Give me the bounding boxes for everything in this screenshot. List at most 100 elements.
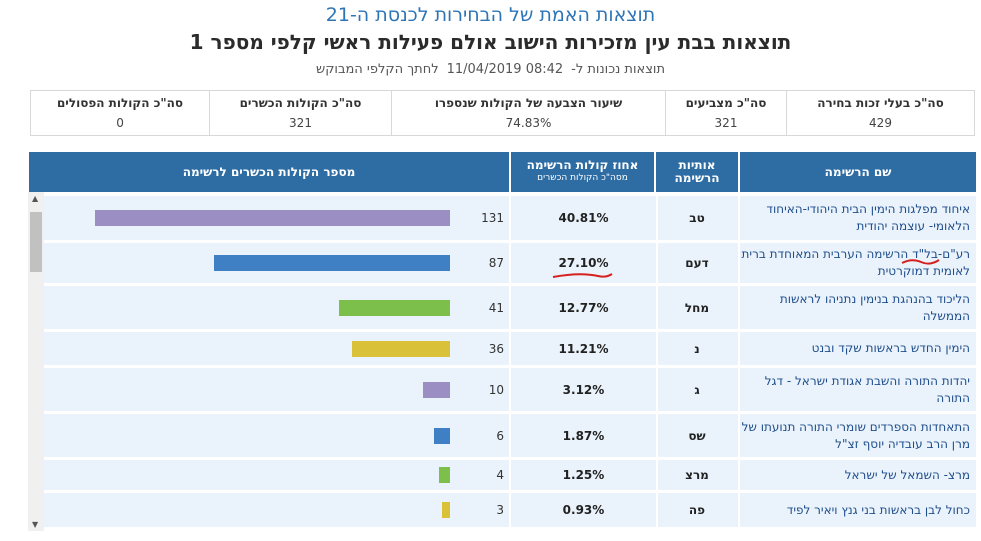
party-name[interactable]: איחוד מפלגות הימין הבית היהודי-האיחוד הל… — [766, 202, 970, 233]
column-divider — [656, 414, 658, 457]
party-letters: מרצ — [685, 468, 709, 482]
column-divider — [656, 332, 658, 365]
vote-count: 41 — [488, 300, 504, 315]
update-info: תוצאות נכונות ל- 08:42 11/04/2019 לחתך הקל… — [0, 62, 981, 77]
column-divider — [656, 243, 658, 283]
col-header-letters-line1: אותיות — [678, 158, 716, 172]
vote-bar — [339, 299, 450, 316]
summary-value: 74.83% — [505, 116, 552, 130]
col-header-percent: אחוז קולות הרשימה מסה"כ הקולות הכשרים — [509, 152, 654, 192]
table-row[interactable]: הימין החדש בראשות שקד ובנט נ 11.21% 36 — [44, 332, 976, 365]
column-divider — [656, 368, 658, 411]
party-letters: נ — [694, 341, 700, 356]
party-name[interactable]: יהדות התורה והשבת אגודת ישראל - דגל התור… — [764, 373, 970, 405]
col-header-chart: מספר הקולות הכשרים לרשימה — [28, 152, 509, 192]
party-name[interactable]: הימין החדש בראשות שקד ובנט — [811, 341, 970, 355]
party-name[interactable]: הליכוד בהנהגת בנימין נתניהו לראשות הממשל… — [779, 291, 970, 323]
col-header-letters-line2: הרשימה — [674, 171, 720, 185]
col-header-letters: אותיות הרשימה — [654, 152, 738, 192]
column-divider — [509, 243, 511, 283]
vote-bar — [214, 255, 450, 271]
party-percent: 0.93% — [562, 503, 605, 517]
column-divider — [509, 414, 511, 457]
column-divider — [738, 196, 740, 240]
update-prefix: תוצאות נכונות ל- — [571, 62, 665, 77]
vote-count: 6 — [496, 428, 504, 443]
party-percent: 40.81% — [558, 211, 609, 225]
summary-value: 0 — [116, 116, 124, 130]
update-time: 08:42 11/04/2019 — [446, 62, 564, 77]
scroll-up-arrow-icon[interactable]: ▲ — [32, 194, 39, 203]
summary-valid-votes: סה"כ הקולות הכשרים 321 — [209, 91, 391, 135]
page-subtitle: תוצאות בבת עין מזכירות הישוב אולם פעילות… — [189, 30, 792, 54]
summary-turnout: שיעור הצבעה של הקולות שנספרו 74.83% — [391, 91, 665, 135]
column-divider — [738, 414, 740, 457]
results-table: שם הרשימה אותיות הרשימה אחוז קולות הרשימ… — [28, 152, 976, 531]
party-letters: מחל — [684, 300, 710, 315]
table-header: שם הרשימה אותיות הרשימה אחוז קולות הרשימ… — [28, 152, 976, 192]
party-letters: פה — [688, 503, 706, 517]
party-name[interactable]: התאחדות הספרדים שומרי התורה תנועתו של מר… — [741, 419, 970, 451]
vote-bar — [439, 467, 450, 483]
table-row[interactable]: הליכוד בהנהגת בנימין נתניהו לראשות הממשל… — [44, 286, 976, 329]
vote-count: 10 — [488, 382, 504, 397]
table-row[interactable]: יהדות התורה והשבת אגודת ישראל - דגל התור… — [44, 368, 976, 411]
vote-count: 3 — [496, 503, 504, 517]
party-name[interactable]: כחול לבן בראשות בני גנץ ויאיר לפיד — [786, 502, 970, 517]
column-divider — [738, 243, 740, 283]
summary-invalid-votes: סה"כ הקולות הפסולים 0 — [31, 91, 209, 135]
column-divider — [509, 368, 511, 411]
party-percent: 12.77% — [558, 300, 609, 315]
summary-value: 429 — [869, 116, 892, 130]
summary-eligible: סה"כ בעלי זכות בחירה 429 — [786, 91, 974, 135]
vote-bar — [434, 427, 450, 444]
vote-bar — [442, 502, 450, 518]
column-divider — [656, 460, 658, 490]
party-percent: 11.21% — [558, 341, 609, 356]
party-letters: טב — [689, 211, 705, 225]
column-divider — [509, 493, 511, 527]
column-divider — [656, 196, 658, 240]
column-divider — [738, 332, 740, 365]
vote-bar — [95, 210, 450, 226]
summary-voters: סה"כ מצביעים 321 — [665, 91, 786, 135]
column-divider — [738, 493, 740, 527]
party-percent: 27.10% — [558, 256, 609, 270]
column-divider — [656, 493, 658, 527]
table-row[interactable]: איחוד מפלגות הימין הבית היהודי-האיחוד הל… — [44, 196, 976, 240]
party-percent: 3.12% — [562, 382, 605, 397]
scroll-thumb[interactable] — [30, 212, 42, 272]
party-percent: 1.25% — [562, 468, 605, 482]
vote-count: 131 — [481, 211, 504, 225]
summary-value: 321 — [714, 116, 738, 130]
column-divider — [509, 286, 511, 329]
column-divider — [656, 286, 658, 329]
column-divider — [738, 286, 740, 329]
table-row[interactable]: כחול לבן בראשות בני גנץ ויאיר לפיד פה 0.93… — [44, 493, 976, 527]
party-name[interactable]: רע"ם-בל"ד הרשימה הערבית המאוחדת ברית לאו… — [741, 247, 970, 278]
table-row[interactable]: התאחדות הספרדים שומרי התורה תנועתו של מר… — [44, 414, 976, 457]
party-name[interactable]: מרצ- השמאל של ישראל — [844, 467, 970, 482]
update-suffix: לחתך הקלפי המבוקש — [315, 62, 439, 77]
column-divider — [738, 368, 740, 411]
scroll-down-arrow-icon[interactable]: ▼ — [32, 520, 39, 529]
column-divider — [509, 332, 511, 365]
summary-label: סה"כ בעלי זכות בחירה — [817, 96, 944, 110]
col-header-percent-sub: מסה"כ הקולות הכשרים — [537, 173, 628, 183]
party-letters: ג — [694, 382, 700, 397]
summary-label: סה"כ מצביעים — [685, 96, 767, 110]
vertical-scrollbar[interactable]: ▲ ▼ — [28, 192, 44, 531]
vote-count: 87 — [488, 256, 504, 270]
vote-count: 36 — [488, 341, 504, 356]
col-header-chart-label: מספר הקולות הכשרים לרשימה — [182, 164, 356, 179]
col-header-percent-label: אחוז קולות הרשימה — [526, 158, 639, 172]
col-header-name: שם הרשימה — [738, 152, 976, 192]
table-row[interactable]: רע"ם-בל"ד הרשימה הערבית המאוחדת ברית לאו… — [44, 243, 976, 283]
column-divider — [509, 460, 511, 490]
party-letters: דעם — [685, 256, 709, 270]
page-title: תוצאות האמת של הבחירות לכנסת ה-21 — [325, 4, 656, 26]
table-row[interactable]: מרצ- השמאל של ישראל מרצ 1.25% 4 — [44, 460, 976, 490]
vote-bar — [352, 340, 450, 357]
summary-value: 321 — [289, 116, 312, 130]
col-header-name-label: שם הרשימה — [824, 164, 892, 179]
